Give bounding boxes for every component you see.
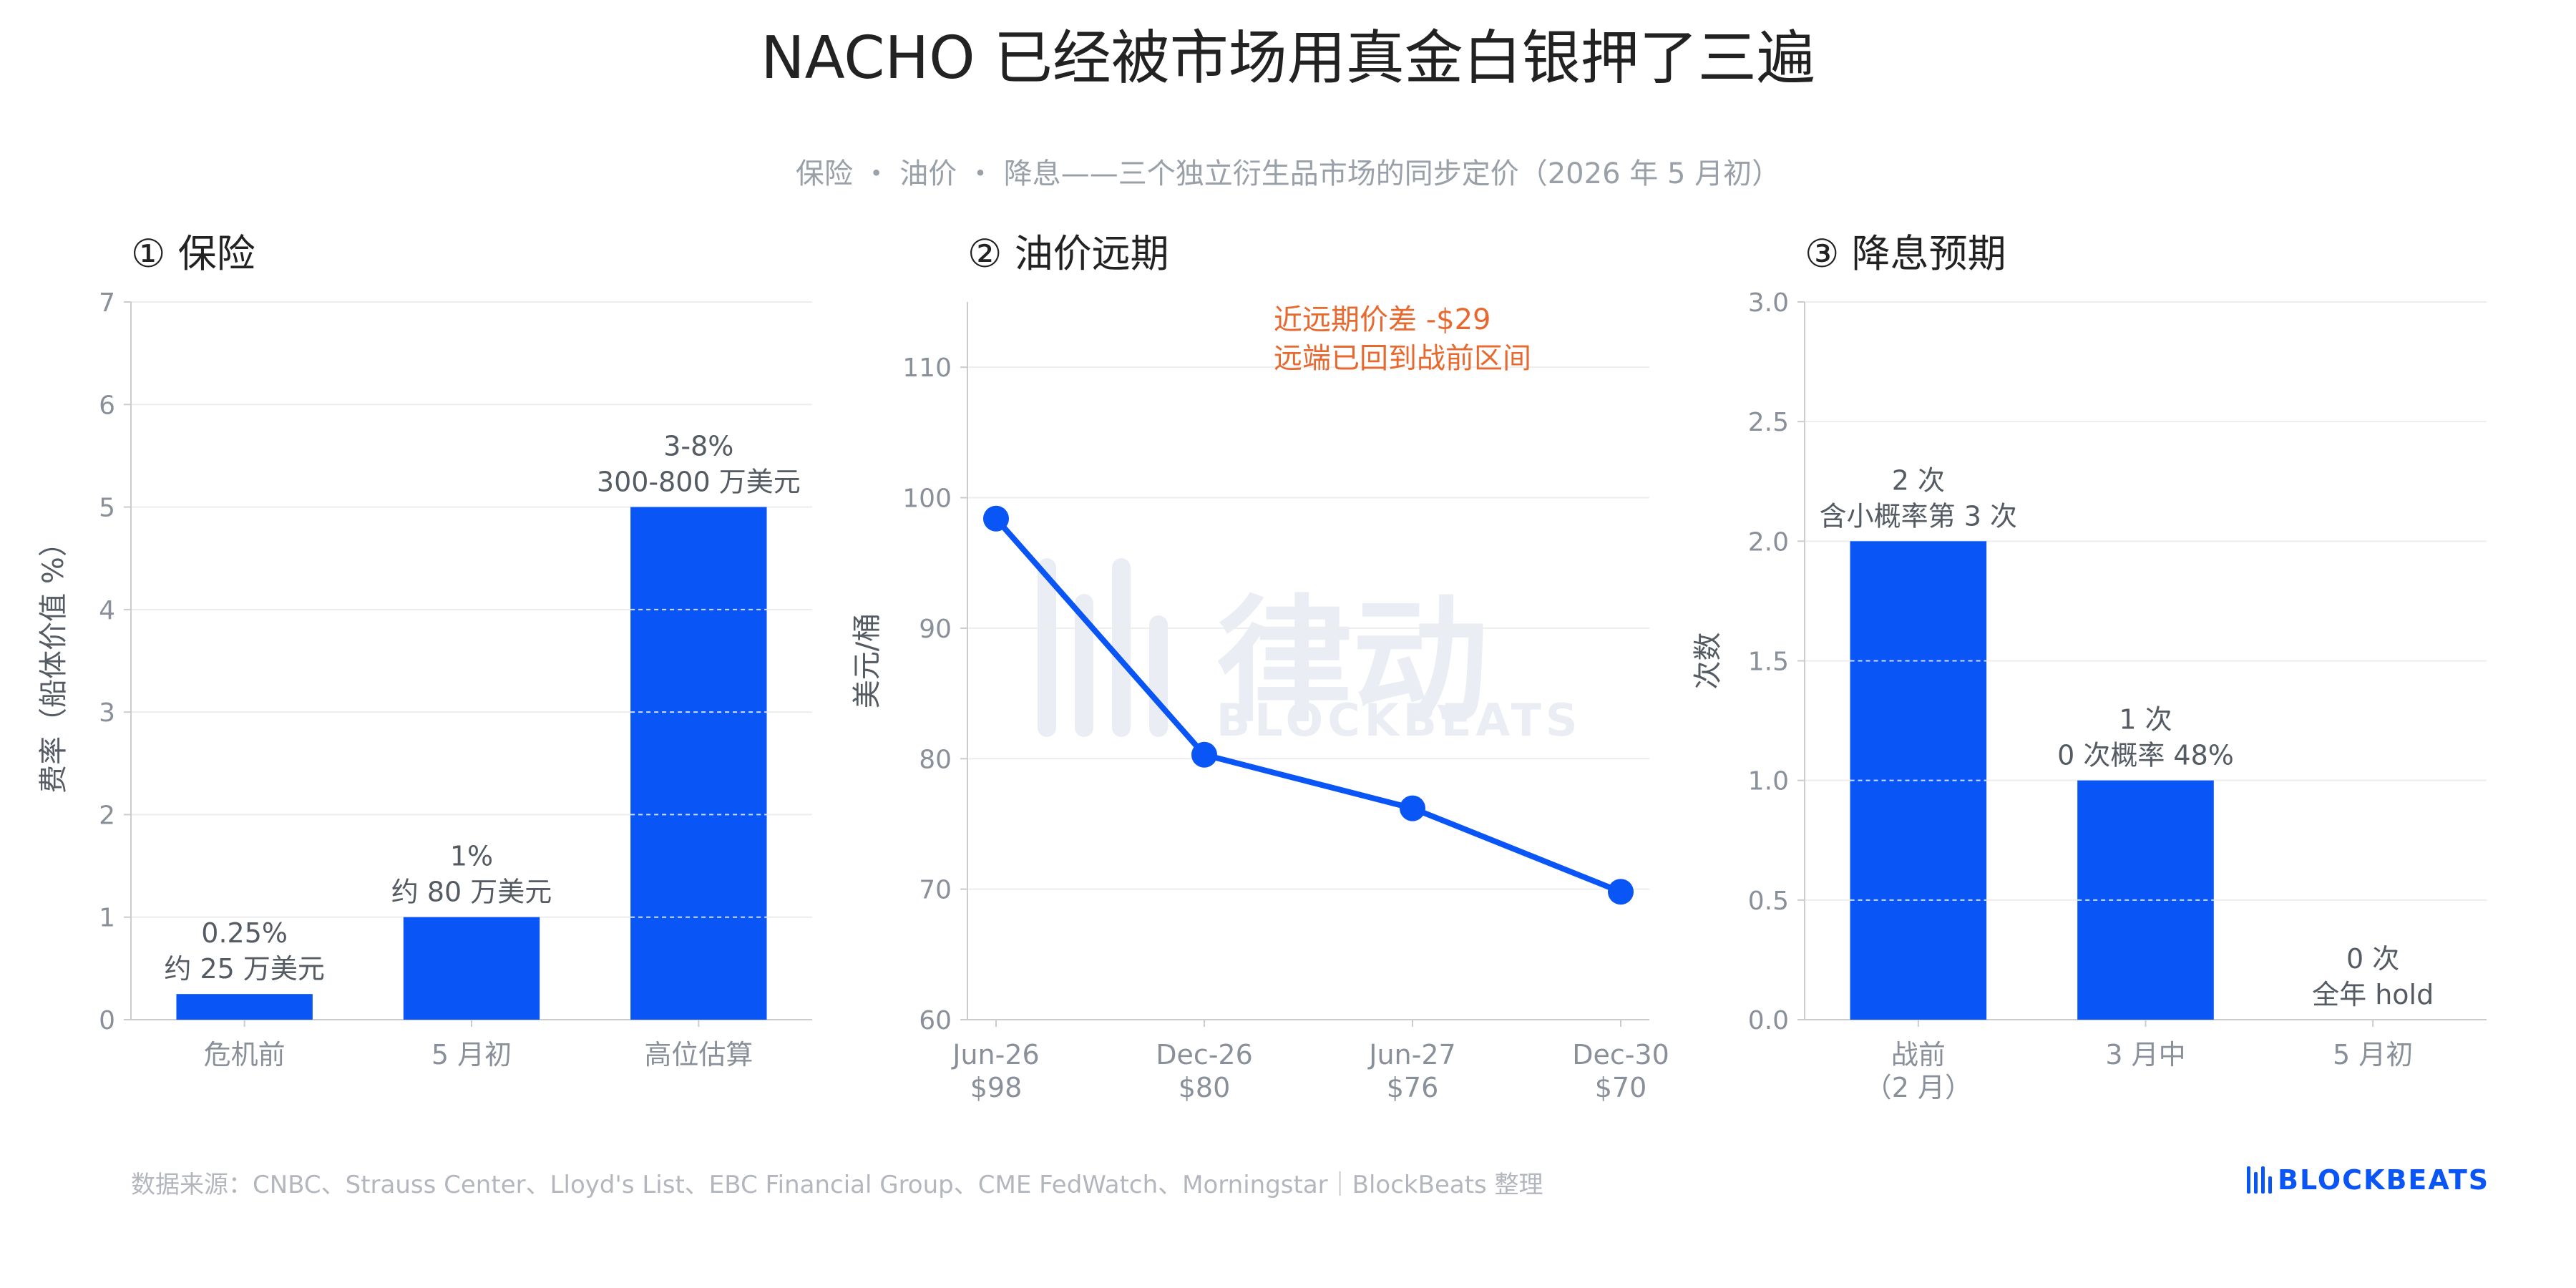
y-tick-label: 110	[902, 353, 952, 383]
y-tick-label: 100	[902, 484, 952, 514]
blockbeats-logo: BLOCKBEATS	[2247, 1163, 2489, 1196]
panel-title-rates: ③ 降息预期	[1805, 231, 2006, 276]
x-tick-label: 5 月初	[431, 1039, 512, 1070]
data-label: 含小概率第 3 次	[1820, 500, 2017, 532]
y-tick-label: 70	[919, 876, 952, 905]
source-footnote: 数据来源：CNBC、Strauss Center、Lloyd's List、EB…	[131, 1171, 1543, 1199]
data-point	[1191, 741, 1217, 768]
x-tick-label: Jun-26	[951, 1039, 1039, 1070]
y-tick-label: 3	[99, 698, 115, 728]
data-point	[1400, 795, 1425, 821]
data-label: 全年 hold	[2312, 979, 2434, 1010]
x-tick-label: 3 月中	[2105, 1039, 2185, 1070]
y-tick-label: 1	[99, 904, 115, 933]
y-tick-label: 90	[919, 615, 952, 644]
annotation: 远端已回到战前区间	[1274, 342, 1531, 375]
x-tick-label: 5 月初	[2333, 1039, 2413, 1070]
x-tick-label: 高位估算	[644, 1039, 753, 1070]
y-tick-label: 6	[99, 391, 115, 420]
data-label: 0 次概率 48%	[2057, 740, 2234, 771]
y-axis-label: 次数	[1692, 633, 1724, 690]
annotation: 近远期价差 -$29	[1274, 303, 1491, 336]
oil-forward-line-chart: 60 70 80 90 100 110 美元/桶 Jun-26$98 Dec-26$80 Jun-…	[851, 302, 1669, 1103]
panel-title-oil: ② 油价远期	[967, 231, 1169, 276]
y-tick-label: 0.0	[1748, 1006, 1789, 1035]
data-label: 约 25 万美元	[164, 953, 325, 985]
data-label: 0 次	[2346, 943, 2399, 975]
y-tick-label: 0.5	[1748, 887, 1789, 916]
data-label: 2 次	[1892, 464, 1945, 496]
data-label: 1%	[450, 841, 493, 872]
data-point	[1608, 879, 1634, 905]
data-point	[983, 505, 1009, 532]
bar	[2077, 780, 2214, 1020]
bar	[176, 994, 313, 1020]
data-label: 1 次	[2119, 704, 2172, 736]
y-tick-label: 4	[99, 596, 115, 625]
chart-subtitle: 保险 ・ 油价 ・ 降息——三个独立衍生品市场的同步定价（2026 年 5 月初…	[795, 157, 1781, 190]
y-tick-label: 7	[99, 288, 115, 318]
data-label: 3-8%	[663, 431, 733, 462]
logo-wordmark: BLOCKBEATS	[2278, 1164, 2490, 1196]
y-tick-label: 1.5	[1748, 648, 1789, 677]
data-label: 0.25%	[201, 917, 288, 949]
y-tick-label: 2.0	[1748, 527, 1789, 557]
insurance-bar-chart: 0 1 2 3 4 5 6 7 费率（船体价值 %） 危机前 0.25% 约 25 万美元 5 月初 1%…	[37, 288, 812, 1070]
y-tick-label: 2	[99, 801, 115, 830]
x-tick-label: $98	[970, 1072, 1023, 1103]
bar	[630, 507, 767, 1020]
chart-title: NACHO 已经被市场用真金白银押了三遍	[761, 24, 1815, 92]
y-axis-label: 美元/桶	[851, 613, 884, 708]
bar	[1850, 541, 1987, 1020]
x-tick-label: 危机前	[204, 1039, 286, 1070]
y-tick-label: 60	[919, 1006, 952, 1035]
y-tick-label: 3.0	[1748, 288, 1789, 318]
blockbeats-logo-icon	[2247, 1166, 2272, 1194]
y-tick-label: 80	[919, 745, 952, 774]
x-tick-label: $76	[1387, 1072, 1439, 1103]
x-tick-label: $80	[1179, 1072, 1231, 1103]
x-tick-label: 战前	[1891, 1039, 1946, 1070]
series-line	[993, 517, 1622, 894]
x-tick-label: Jun-27	[1367, 1039, 1455, 1070]
data-label: 300-800 万美元	[597, 467, 801, 498]
bar	[403, 917, 540, 1020]
data-label: 约 80 万美元	[391, 877, 552, 908]
x-tick-label: $70	[1595, 1072, 1647, 1103]
x-tick-label: Dec-26	[1156, 1039, 1253, 1070]
y-tick-label: 1.0	[1748, 767, 1789, 796]
y-tick-label: 5	[99, 494, 115, 523]
x-tick-label: （2 月）	[1865, 1072, 1972, 1103]
y-tick-label: 0	[99, 1006, 115, 1035]
x-tick-label: Dec-30	[1572, 1039, 1669, 1070]
y-axis-label: 费率（船体价值 %）	[37, 528, 70, 794]
panel-title-insurance: ① 保险	[131, 231, 255, 276]
y-tick-label: 2.5	[1748, 408, 1789, 437]
